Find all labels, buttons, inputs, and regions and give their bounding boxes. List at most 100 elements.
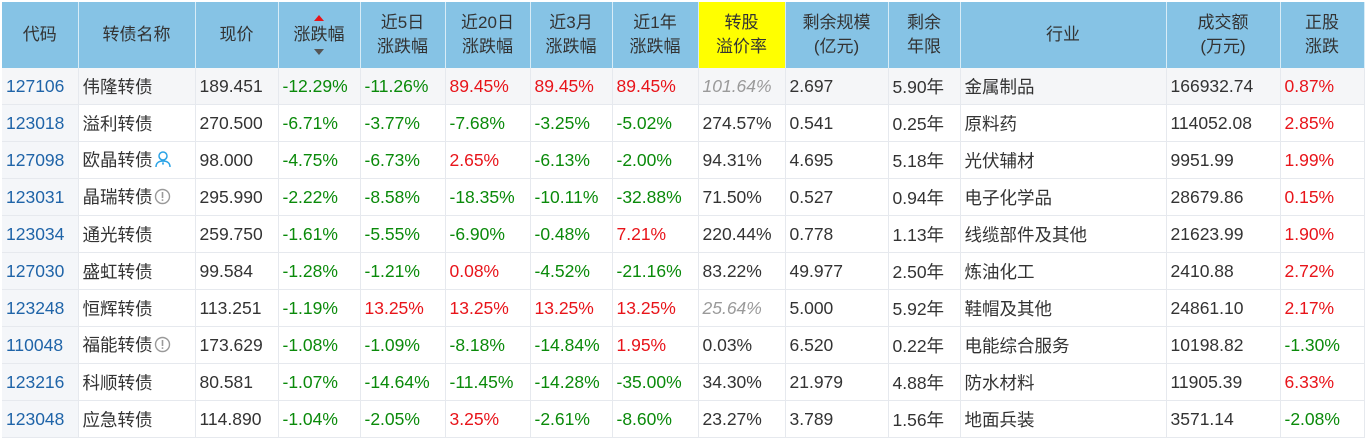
cell-name[interactable]: 晶瑞转债	[78, 178, 196, 216]
header-label: 涨跌	[1305, 37, 1339, 56]
header-label: 近1年	[633, 13, 677, 32]
change-20d-value: 0.08%	[449, 260, 500, 281]
table-row[interactable]: 127106 伟隆转债 189.451 -12.29% -11.26% 89.45% 89.…	[2, 68, 1365, 105]
turnover-value: 24861.10	[1170, 297, 1244, 318]
change-20d-value: -11.45%	[449, 371, 514, 392]
person-icon[interactable]	[154, 150, 172, 173]
cell-change-5d: -6.73%	[360, 141, 446, 179]
header-label: 剩余规模	[802, 13, 871, 32]
change-value: -1.28%	[282, 260, 338, 281]
price-value: 295.990	[199, 186, 263, 207]
change-value: -6.71%	[282, 112, 338, 133]
name-value: 科顺转债	[82, 372, 153, 393]
change-1y-value: 89.45%	[616, 75, 676, 96]
cell-name[interactable]: 福能转债	[78, 326, 196, 364]
cell-change-3m: -4.52%	[530, 252, 613, 290]
cell-code[interactable]: 123031	[2, 178, 79, 216]
cell-turnover: 2410.88	[1166, 252, 1281, 290]
table-row[interactable]: 127030 盛虹转债 99.584 -1.28% -1.21% 0.08% -4.52% -…	[2, 252, 1365, 290]
cell-remaining-years: 0.94年	[888, 178, 961, 216]
cell-code[interactable]: 110048	[2, 326, 79, 364]
table-row[interactable]: 123248 恒辉转债 113.251 -1.19% 13.25% 13.25% 13.25…	[2, 289, 1365, 327]
table-row[interactable]: 123216 科顺转债 80.581 -1.07% -14.64% -11.45% -14.…	[2, 363, 1365, 401]
cell-turnover: 9951.99	[1166, 141, 1281, 179]
column-header-change-3m[interactable]: 近3月 涨跌幅	[530, 2, 613, 68]
column-header-name[interactable]: 转债名称	[78, 2, 196, 68]
cell-name[interactable]: 伟隆转债	[78, 68, 196, 105]
cell-code[interactable]: 123034	[2, 215, 79, 253]
cell-price: 189.451	[195, 68, 279, 105]
cell-change: -1.07%	[278, 363, 361, 401]
turnover-value: 10198.82	[1170, 334, 1244, 355]
table-row[interactable]: 127098 欧晶转债 98.000 -4.75% -6.73% 2.65% -6.13% -…	[2, 141, 1365, 179]
table-row[interactable]: 123018 溢利转债 270.500 -6.71% -3.77% -7.68% -3.25…	[2, 104, 1365, 142]
column-header-change-5d[interactable]: 近5日 涨跌幅	[360, 2, 446, 68]
cell-code[interactable]: 123216	[2, 363, 79, 401]
cell-change: -4.75%	[278, 141, 361, 179]
column-header-industry[interactable]: 行业	[960, 2, 1167, 68]
table-row[interactable]: 110048 福能转债 173.629 -1.08% -1.09% -8.18% -14.8…	[2, 326, 1365, 364]
cell-change-20d: -6.90%	[445, 215, 531, 253]
alert-icon[interactable]	[154, 188, 171, 210]
cell-turnover: 10198.82	[1166, 326, 1281, 364]
change-3m-value: -2.61%	[534, 408, 590, 429]
cell-name[interactable]: 欧晶转债	[78, 141, 196, 179]
sort-down-icon[interactable]	[314, 49, 324, 55]
turnover-value: 11905.39	[1170, 371, 1243, 392]
stock-change-value: 1.90%	[1284, 223, 1335, 244]
cell-change-20d: -7.68%	[445, 104, 531, 142]
industry-value: 线缆部件及其他	[964, 224, 1088, 245]
cell-code[interactable]: 123248	[2, 289, 79, 327]
code-value: 123248	[6, 297, 65, 318]
change-20d-value: 89.45%	[449, 75, 509, 96]
cell-remaining-size: 4.695	[785, 141, 889, 179]
cell-remaining-size: 0.778	[785, 215, 889, 253]
cell-name[interactable]: 通光转债	[78, 215, 196, 253]
cell-change-20d: 2.65%	[445, 141, 531, 179]
table-row[interactable]: 123031 晶瑞转债 295.990 -2.22% -8.58% -18.35% -10.…	[2, 178, 1365, 216]
sort-up-icon[interactable]	[314, 15, 324, 21]
cell-name[interactable]: 应急转债	[78, 400, 196, 438]
name-value: 盛虹转债	[82, 261, 153, 282]
column-header-price[interactable]: 现价	[195, 2, 279, 68]
cell-industry: 电子化学品	[960, 178, 1167, 216]
column-header-remaining-size[interactable]: 剩余规模 (亿元)	[785, 2, 889, 68]
column-header-turnover[interactable]: 成交额 (万元)	[1166, 2, 1281, 68]
remaining-years-value: 2.50年	[892, 261, 945, 282]
cell-remaining-size: 21.979	[785, 363, 889, 401]
column-header-change-20d[interactable]: 近20日 涨跌幅	[445, 2, 531, 68]
remaining-size-value: 2.697	[789, 75, 834, 96]
column-header-change-1y[interactable]: 近1年涨跌幅	[612, 2, 699, 68]
change-20d-value: 2.65%	[449, 149, 500, 170]
cell-code[interactable]: 127098	[2, 141, 79, 179]
column-header-code[interactable]: 代码	[2, 2, 79, 68]
cell-name[interactable]: 盛虹转债	[78, 252, 196, 290]
cell-turnover: 166932.74	[1166, 68, 1281, 105]
remaining-years-value: 5.90年	[892, 76, 945, 97]
cell-code[interactable]: 123048	[2, 400, 79, 438]
column-header-change[interactable]: 涨跌幅	[278, 2, 361, 68]
cell-code[interactable]: 123018	[2, 104, 79, 142]
remaining-years-value: 1.13年	[892, 224, 945, 245]
cell-name[interactable]: 科顺转债	[78, 363, 196, 401]
table-row[interactable]: 123048 应急转债 114.890 -1.04% -2.05% 3.25% -2.61%…	[2, 400, 1365, 438]
alert-icon[interactable]	[154, 336, 171, 358]
column-header-premium-rate[interactable]: 转股 溢价率	[698, 2, 786, 68]
cell-code[interactable]: 127106	[2, 68, 79, 105]
header-label: 涨跌幅	[629, 37, 681, 56]
cell-name[interactable]: 恒辉转债	[78, 289, 196, 327]
remaining-size-value: 21.979	[789, 371, 844, 392]
column-header-stock-change[interactable]: 正股 涨跌	[1280, 2, 1365, 68]
cell-name[interactable]: 溢利转债	[78, 104, 196, 142]
industry-value: 防水材料	[964, 372, 1035, 393]
cell-industry: 光伏辅材	[960, 141, 1167, 179]
price-value: 80.581	[199, 371, 254, 392]
premium-rate-value: 83.22%	[702, 260, 762, 281]
code-value: 110048	[6, 334, 64, 355]
change-20d-value: -18.35%	[449, 186, 515, 207]
table-row[interactable]: 123034 通光转债 259.750 -1.61% -5.55% -6.90% -0.48…	[2, 215, 1365, 253]
cell-code[interactable]: 127030	[2, 252, 79, 290]
stock-change-value: -1.30%	[1284, 334, 1340, 355]
column-header-remaining-years[interactable]: 剩余 年限	[888, 2, 961, 68]
